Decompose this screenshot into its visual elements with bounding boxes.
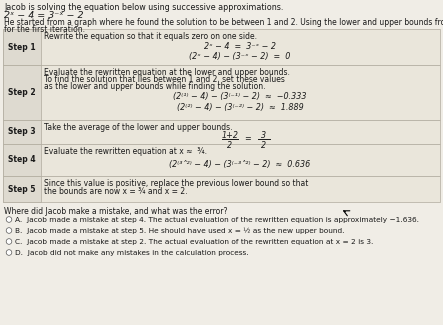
Text: (2⁽³˄²⁾ − 4) − (3⁽⁻³˄²⁾ − 2)  ≈  0.636: (2⁽³˄²⁾ − 4) − (3⁽⁻³˄²⁾ − 2) ≈ 0.636 [169,160,311,169]
Text: 2: 2 [227,141,233,150]
Text: Jacob is solving the equation below using successive approximations.: Jacob is solving the equation below usin… [4,3,284,12]
Text: for the first iteration.: for the first iteration. [4,24,85,33]
Text: (2ˣ − 4) − (3⁻ˣ − 2)  =  0: (2ˣ − 4) − (3⁻ˣ − 2) = 0 [189,52,291,61]
Text: Step 4: Step 4 [8,155,36,164]
Bar [3,176,440,202]
Text: D.  Jacob did not make any mistakes in the calculation process.: D. Jacob did not make any mistakes in th… [15,250,249,256]
Text: Evaluate the rewritten equation at the lower and upper bounds.: Evaluate the rewritten equation at the l… [44,68,290,77]
Bar [3,120,41,144]
Bar [3,65,440,120]
Circle shape [6,239,12,244]
Text: Step 5: Step 5 [8,185,36,193]
Bar [3,65,41,120]
Text: To find the solution that lies between 1 and 2, set these values: To find the solution that lies between 1… [44,75,285,84]
Text: Take the average of the lower and upper bounds.: Take the average of the lower and upper … [44,123,233,132]
Text: 3: 3 [261,131,267,140]
Text: the bounds are now x = ¾ and x = 2.: the bounds are now x = ¾ and x = 2. [44,187,187,196]
Text: as the lower and upper bounds while finding the solution.: as the lower and upper bounds while find… [44,82,265,91]
Text: (2⁽²⁾ − 4) − (3⁽⁻²⁾ − 2)  ≈  1.889: (2⁽²⁾ − 4) − (3⁽⁻²⁾ − 2) ≈ 1.889 [177,103,303,112]
Text: He started from a graph where he found the solution to be between 1 and 2. Using: He started from a graph where he found t… [4,18,443,27]
Text: B.  Jacob made a mistake at step 5. He should have used x = ½ as the new upper b: B. Jacob made a mistake at step 5. He sh… [15,228,345,234]
Text: 2ˣ − 4 = 3⁻ˣ − 2: 2ˣ − 4 = 3⁻ˣ − 2 [4,11,83,20]
Text: C.  Jacob made a mistake at step 2. The actual evaluation of the rewritten equat: C. Jacob made a mistake at step 2. The a… [15,239,373,245]
Bar [3,144,41,176]
Text: 1+2: 1+2 [222,131,238,140]
Bar [3,29,41,65]
Text: Where did Jacob make a mistake, and what was the error?: Where did Jacob make a mistake, and what… [4,207,228,216]
Text: Step 1: Step 1 [8,43,36,51]
Bar [3,176,41,202]
Bar [3,120,440,144]
Text: 2ˣ − 4  =  3⁻ˣ − 2: 2ˣ − 4 = 3⁻ˣ − 2 [204,42,276,51]
Circle shape [6,228,12,233]
Text: (2⁽¹⁾ − 4) − (3⁽⁻¹⁾ − 2)  ≈  −0.333: (2⁽¹⁾ − 4) − (3⁽⁻¹⁾ − 2) ≈ −0.333 [173,92,307,101]
Text: A.  Jacob made a mistake at step 4. The actual evaluation of the rewritten equat: A. Jacob made a mistake at step 4. The a… [15,217,419,223]
Text: 2: 2 [261,141,267,150]
Text: =: = [245,134,251,143]
Text: Since this value is positive, replace the previous lower bound so that: Since this value is positive, replace th… [44,179,308,188]
Text: Rewrite the equation so that it equals zero on one side.: Rewrite the equation so that it equals z… [44,32,257,41]
Text: Step 3: Step 3 [8,127,36,136]
Circle shape [6,217,12,222]
Circle shape [6,250,12,255]
Bar [3,29,440,65]
Text: Step 2: Step 2 [8,88,36,97]
Bar [3,144,440,176]
Text: Evaluate the rewritten equation at x ≈  ¾.: Evaluate the rewritten equation at x ≈ ¾… [44,147,207,156]
